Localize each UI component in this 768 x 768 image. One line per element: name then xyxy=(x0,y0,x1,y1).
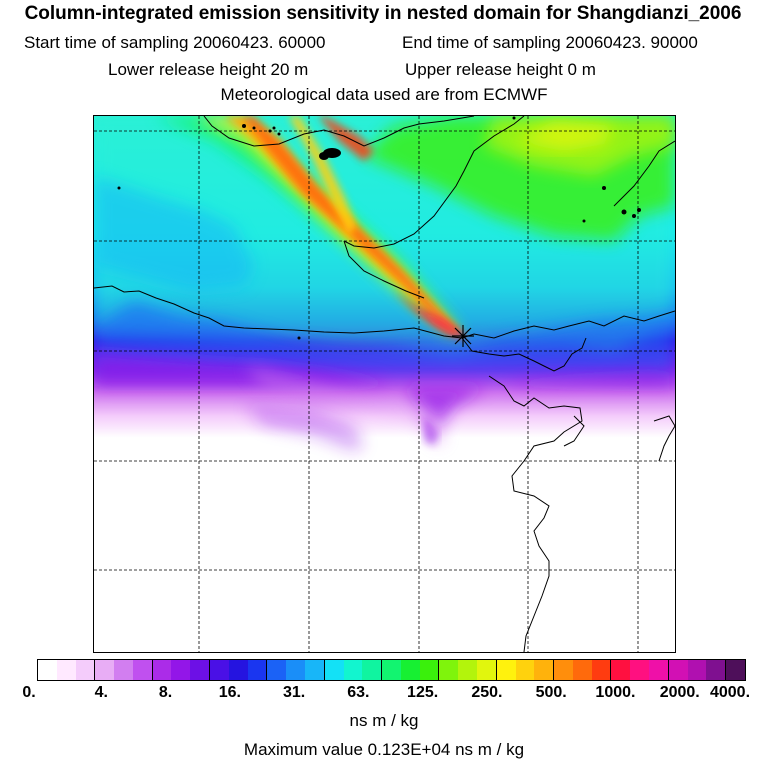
colorbar-swatch xyxy=(94,660,115,680)
colorbar-tick-labels: 0. 4. 8. 16. 31. 63. 125. 250. 500. 1000. 2000. 400… xyxy=(0,684,768,704)
colorbar xyxy=(37,659,746,681)
colorbar-tick-label: 4. xyxy=(94,684,108,701)
lower-release-label: Lower release height 20 m xyxy=(108,60,309,79)
plot-title: Column-integrated emission sensitivity i… xyxy=(24,3,742,24)
land-blobs xyxy=(117,116,641,340)
colorbar-swatch xyxy=(400,660,420,680)
colorbar-tick-label: 4000. xyxy=(709,684,751,701)
emission-sensitivity-map xyxy=(94,116,675,652)
colorbar-swatch xyxy=(725,660,745,680)
colorbar-swatch xyxy=(667,660,688,680)
colorbar-swatch xyxy=(190,660,210,680)
receptor-marker xyxy=(452,325,474,347)
colorbar-swatch xyxy=(476,660,496,680)
colorbar-tick-label: 31. xyxy=(282,684,306,701)
colorbar-swatch xyxy=(419,660,439,680)
graticule-grid xyxy=(94,116,675,652)
colorbar-swatch xyxy=(209,660,229,680)
map-panel xyxy=(93,115,676,653)
colorbar-swatch xyxy=(534,660,554,680)
colorbar-tick-label: 2000. xyxy=(659,684,700,701)
colorbar-swatch xyxy=(515,660,535,680)
colorbar-swatch xyxy=(495,660,516,680)
start-time-label: Start time of sampling 20060423. 60000 xyxy=(24,33,326,52)
colorbar-tick-label: 250. xyxy=(471,684,503,701)
upper-release-label: Upper release height 0 m xyxy=(405,60,596,79)
colorbar-tick-label: 8. xyxy=(158,684,173,701)
colorbar-swatch xyxy=(56,660,76,680)
colorbar-swatch xyxy=(286,660,305,680)
colorbar-tick-label: 1000. xyxy=(595,684,636,701)
end-time-label: End time of sampling 20060423. 90000 xyxy=(402,33,698,52)
colorbar-swatch xyxy=(706,660,726,680)
colorbar-swatch xyxy=(362,660,382,680)
colorbar-swatch xyxy=(438,660,459,680)
colorbar-swatch xyxy=(151,660,172,680)
colorbar-swatch xyxy=(343,660,363,680)
colorbar-swatch xyxy=(323,660,344,680)
colorbar-swatch xyxy=(687,660,707,680)
colorbar-swatch xyxy=(572,660,592,680)
maximum-value-label: Maximum value 0.123E+04 ns m / kg xyxy=(243,740,525,759)
colorbar-swatch xyxy=(75,660,95,680)
colorbar-unit-label: ns m / kg xyxy=(349,711,419,730)
colorbar-swatch xyxy=(553,660,573,680)
colorbar-swatch xyxy=(171,660,191,680)
colorbar-swatch xyxy=(304,660,324,680)
colorbar-tick-label: 63. xyxy=(347,684,370,701)
colorbar-tick-label: 16. xyxy=(218,684,241,701)
colorbar-tick-label: 0. xyxy=(22,684,36,701)
colorbar-swatch xyxy=(610,660,631,680)
colorbar-swatch xyxy=(228,660,248,680)
colorbar-swatch xyxy=(266,660,287,680)
colorbar-swatch xyxy=(38,660,57,680)
colorbar-swatch xyxy=(649,660,668,680)
colorbar-swatch xyxy=(114,660,133,680)
colorbar-swatch xyxy=(247,660,267,680)
colorbar-swatch xyxy=(132,660,152,680)
colorbar-swatch xyxy=(591,660,611,680)
sensitivity-field xyxy=(94,116,675,652)
coastline-borders xyxy=(94,116,675,652)
colorbar-tick-label: 125. xyxy=(407,684,439,701)
met-data-label: Meteorological data used are from ECMWF xyxy=(220,85,548,104)
colorbar-swatch xyxy=(381,660,401,680)
colorbar-swatch xyxy=(630,660,649,680)
colorbar-tick-label: 500. xyxy=(535,684,567,701)
colorbar-swatch xyxy=(458,660,477,680)
